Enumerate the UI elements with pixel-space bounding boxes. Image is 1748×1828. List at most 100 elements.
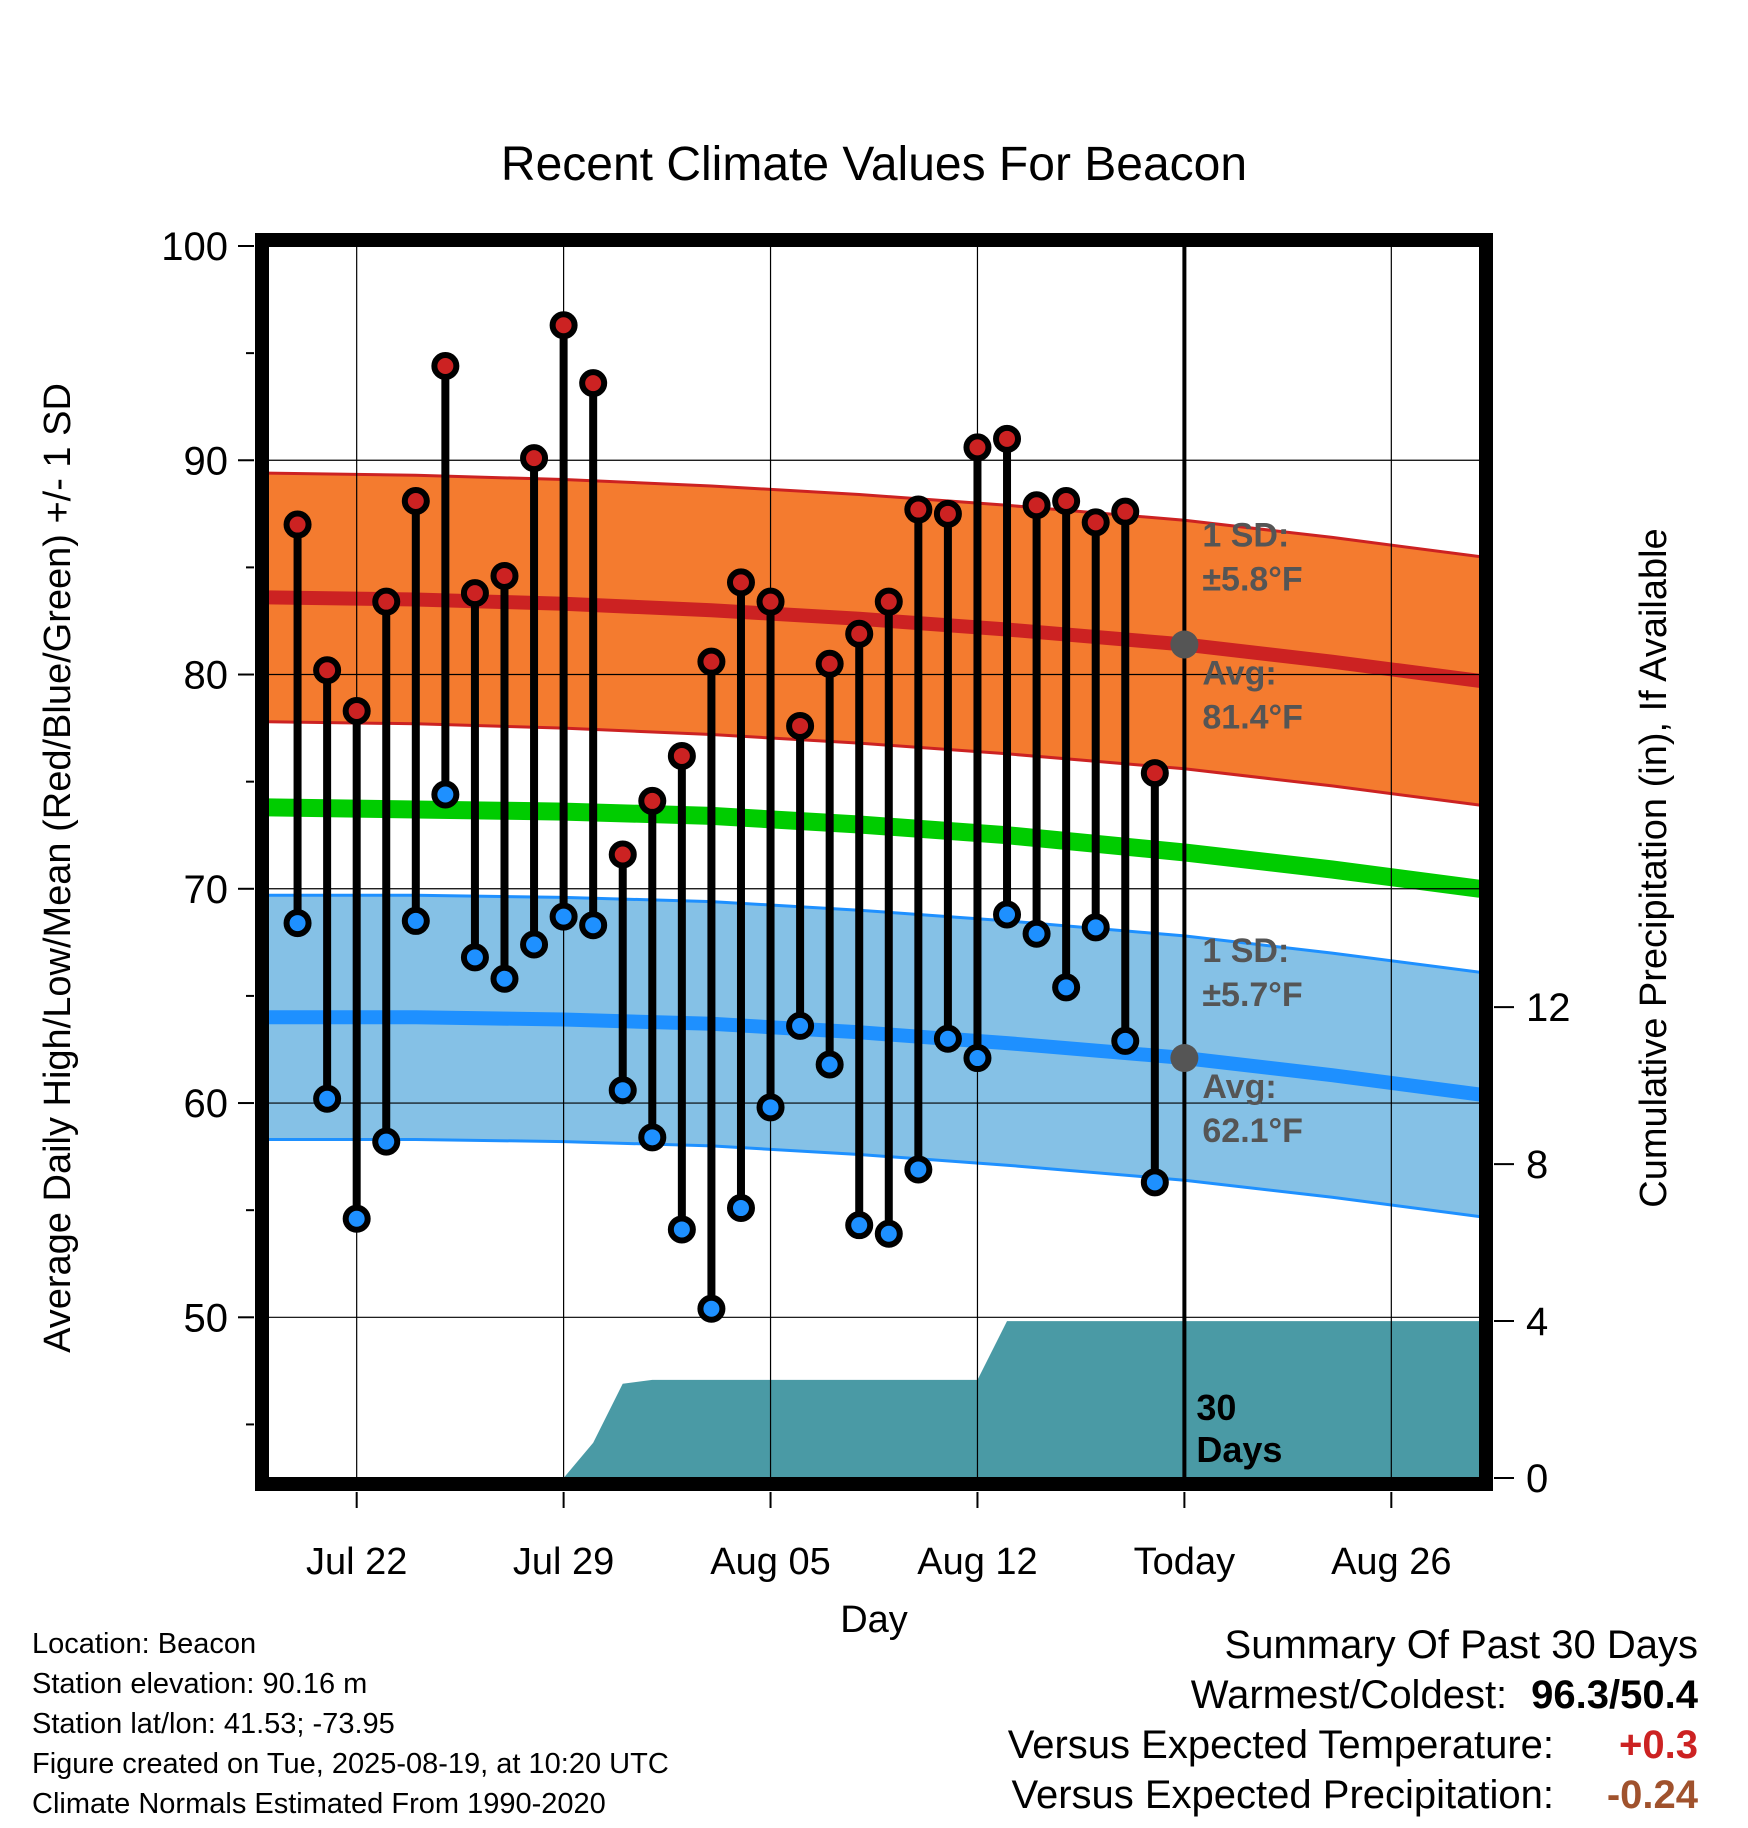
daily-high-point — [549, 311, 578, 340]
daily-low-point — [549, 902, 578, 931]
daily-low-point — [638, 1123, 667, 1152]
daily-low-point — [313, 1084, 342, 1113]
daily-low-point — [1081, 913, 1110, 942]
daily-low-point — [608, 1076, 637, 1105]
daily-high-point — [460, 579, 489, 608]
chart-title: Recent Climate Values For Beacon — [501, 138, 1247, 191]
y-tick-label: 80 — [184, 654, 229, 698]
daily-high-point — [726, 568, 755, 597]
high-avg-label: Avg: — [1202, 655, 1276, 693]
precip-area — [563, 1321, 1480, 1478]
info-created: Figure created on Tue, 2025-08-19, at 10… — [32, 1748, 669, 1780]
daily-low-point — [786, 1011, 815, 1040]
x-tick-label: Today — [1134, 1541, 1235, 1583]
y-tick-label: 100 — [161, 225, 228, 269]
daily-low-point — [490, 964, 519, 993]
summary-temp: Versus Expected Temperature: +0.3 — [1008, 1720, 1698, 1770]
y-right-tick-label: 12 — [1526, 986, 1571, 1030]
info-elevation: Station elevation: 90.16 m — [32, 1668, 368, 1700]
high-sd-value: ±5.8°F — [1202, 560, 1302, 598]
daily-high-point — [401, 486, 430, 515]
summary-temp-label: Versus Expected Temperature: — [1007, 1723, 1554, 1767]
daily-low-point — [874, 1219, 903, 1248]
daily-high-point — [963, 433, 992, 462]
x-axis-label: Day — [840, 1599, 908, 1641]
y-right-tick-label: 8 — [1526, 1143, 1548, 1187]
y-tick-label: 90 — [184, 439, 229, 483]
daily-high-point — [520, 444, 549, 473]
daily-low-point — [904, 1155, 933, 1184]
daily-low-point — [993, 900, 1022, 929]
daily-high-point — [933, 499, 962, 528]
daily-low-point — [1111, 1026, 1140, 1055]
daily-high-point — [697, 647, 726, 676]
summary-warm-cold-value: 96.3/50.4 — [1531, 1673, 1698, 1717]
daily-low-point — [963, 1044, 992, 1073]
daily-high-point — [993, 424, 1022, 453]
daily-high-point — [845, 619, 874, 648]
daily-high-point — [1081, 508, 1110, 537]
low-avg-label: Avg: — [1202, 1068, 1276, 1106]
summary-title: Summary Of Past 30 Days — [1224, 1623, 1698, 1667]
daily-high-point — [1022, 491, 1051, 520]
daily-high-point — [874, 587, 903, 616]
info-normals: Climate Normals Estimated From 1990-2020 — [32, 1788, 606, 1820]
daily-low-point — [460, 943, 489, 972]
daily-high-point — [283, 510, 312, 539]
summary-warm-cold-label: Warmest/Coldest: — [1190, 1673, 1508, 1717]
daily-low-point — [401, 906, 430, 935]
daily-low-point — [283, 909, 312, 938]
daily-high-point — [756, 587, 785, 616]
daily-low-point — [845, 1211, 874, 1240]
daily-low-point — [342, 1204, 371, 1233]
y-tick-label: 50 — [184, 1296, 229, 1340]
daily-high-point — [1140, 759, 1169, 788]
daily-low-point — [726, 1194, 755, 1223]
x-tick-label: Jul 29 — [513, 1541, 614, 1583]
daily-high-point — [667, 741, 696, 770]
y-tick-label: 60 — [184, 1082, 229, 1126]
plot-area: 1 SD: ±5.8°F Avg: 81.4°F 1 SD: ±5.7°F Avg: 62.1… — [161, 225, 1570, 1583]
station-info: Location: Beacon Station elevation: 90.1… — [32, 1624, 669, 1824]
high-normal-upper-edge — [268, 471, 1480, 559]
summary-precip: Versus Expected Precipitation: -0.24 — [1008, 1770, 1698, 1820]
x-tick-label: Aug 05 — [710, 1541, 830, 1583]
plot-inner — [268, 246, 1480, 1478]
daily-high-point — [372, 587, 401, 616]
daily-low-point — [520, 930, 549, 959]
today-high-normal-marker — [1170, 630, 1199, 659]
daily-high-point — [579, 369, 608, 398]
daily-low-point — [1140, 1168, 1169, 1197]
low-sd-value: ±5.7°F — [1202, 976, 1302, 1014]
daily-low-point — [579, 911, 608, 940]
high-avg-value: 81.4°F — [1202, 699, 1303, 737]
daily-high-point — [342, 696, 371, 725]
y-axis-label: Average Daily High/Low/Mean (Red/Blue/Gr… — [37, 383, 79, 1353]
info-latlon: Station lat/lon: 41.53; -73.95 — [32, 1708, 395, 1740]
daily-low-point — [372, 1127, 401, 1156]
daily-low-point — [1052, 973, 1081, 1002]
window-label: 30 — [1196, 1387, 1236, 1428]
daily-high-point — [313, 656, 342, 685]
summary-precip-label: Versus Expected Precipitation: — [1011, 1773, 1554, 1817]
today-low-normal-marker — [1170, 1044, 1199, 1073]
mean-normal-line — [268, 798, 1480, 898]
info-location: Location: Beacon — [32, 1628, 257, 1660]
daily-high-point — [786, 711, 815, 740]
daily-low-point — [697, 1294, 726, 1323]
daily-low-point — [431, 780, 460, 809]
low-sd-label: 1 SD: — [1202, 932, 1289, 970]
high-normal-band — [268, 473, 1480, 806]
summary-warm-cold: Warmest/Coldest: 96.3/50.4 — [1008, 1670, 1698, 1720]
summary-precip-value: -0.24 — [1606, 1773, 1698, 1817]
daily-low-point — [667, 1215, 696, 1244]
low-normal-band — [268, 895, 1480, 1217]
daily-high-point — [815, 649, 844, 678]
daily-high-point — [608, 840, 637, 869]
high-sd-label: 1 SD: — [1202, 516, 1289, 554]
daily-high-point — [904, 495, 933, 524]
summary-temp-value: +0.3 — [1619, 1723, 1698, 1767]
window-label: Days — [1196, 1429, 1282, 1470]
y-right-tick-label: 4 — [1526, 1300, 1548, 1344]
